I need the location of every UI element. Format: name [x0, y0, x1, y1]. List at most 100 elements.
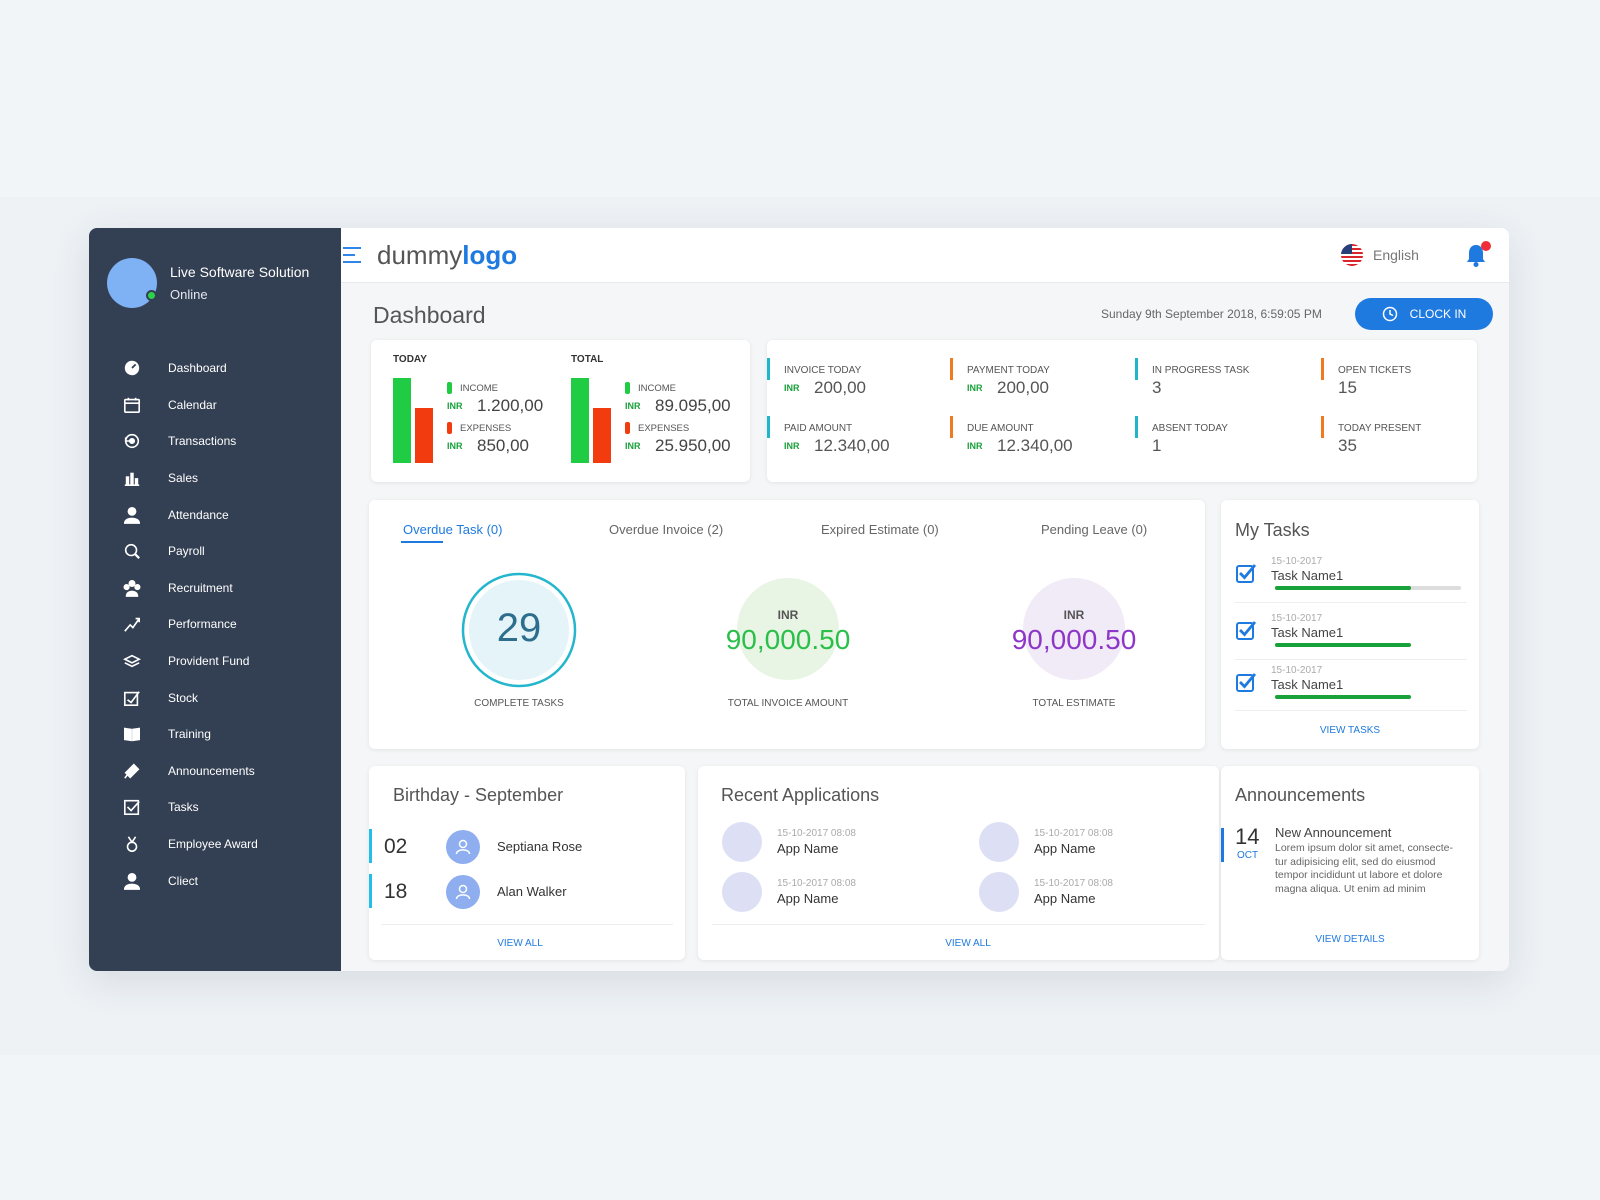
sidebar-item-announcements[interactable]: Announcements	[89, 753, 341, 790]
sidebar-item-label: Calendar	[168, 397, 217, 412]
birthday-name: Septiana Rose	[497, 839, 583, 854]
user-avatar-icon	[446, 875, 480, 909]
stat-absent-today: ABSENT TODAY 1	[1135, 416, 1305, 456]
clock-in-label: CLOCK IN	[1409, 307, 1467, 321]
view-details-link[interactable]: VIEW DETAILS	[1315, 934, 1385, 945]
task-progress	[1275, 586, 1461, 590]
currency-label: INR	[447, 441, 463, 451]
application-item[interactable]: 15-10-2017 08:08 App Name	[979, 872, 1199, 916]
total-income-value: 89.095,00	[655, 396, 731, 415]
sidebar: Live Software Solution Online Dashboard …	[89, 228, 341, 971]
today-expenses-value: 850,00	[477, 436, 529, 455]
recent-view-all-link[interactable]: VIEW ALL	[945, 938, 991, 949]
user-avatar-icon	[446, 830, 480, 864]
stat-label: IN PROGRESS TASK	[1152, 365, 1250, 376]
checkbox-checked-icon[interactable]	[1235, 619, 1257, 641]
checkbox-checked-icon[interactable]	[1235, 671, 1257, 693]
application-item[interactable]: 15-10-2017 08:08 App Name	[979, 822, 1199, 866]
transactions-icon	[121, 430, 143, 452]
sidebar-item-client[interactable]: Cliect	[89, 862, 341, 899]
checkbox-checked-icon[interactable]	[1235, 562, 1257, 584]
currency-label: INR	[625, 441, 641, 451]
currency-label: INR	[784, 383, 800, 393]
attendance-icon	[121, 504, 143, 526]
tab-overdue-invoice[interactable]: Overdue Invoice (2)	[609, 522, 724, 537]
announcements-card: Announcements 14 OCT New Announcement Lo…	[1221, 766, 1479, 960]
active-tab-indicator	[401, 541, 443, 543]
stat-value: 3	[1152, 378, 1162, 397]
stats-card: INVOICE TODAY INR 200,00 PAYMENT TODAY INR 20…	[767, 340, 1477, 482]
tab-pending-leave[interactable]: Pending Leave (0)	[1041, 522, 1148, 537]
sidebar-item-dashboard[interactable]: Dashboard	[89, 350, 341, 387]
sidebar-item-label: Cliect	[168, 873, 199, 888]
invoice-total-value: 90,000.50	[725, 624, 851, 655]
dashboard-icon	[121, 357, 143, 379]
sidebar-item-provident-fund[interactable]: Provident Fund	[89, 643, 341, 680]
my-tasks-title: My Tasks	[1235, 520, 1310, 540]
logo[interactable]: dummylogo	[377, 240, 518, 270]
divider	[1235, 602, 1467, 603]
stat-value: 200,00	[814, 378, 866, 397]
stat-label: PAID AMOUNT	[784, 423, 853, 434]
hamburger-menu-icon[interactable]	[343, 247, 361, 268]
sidebar-item-label: Provident Fund	[168, 654, 250, 669]
stat-invoice-today: INVOICE TODAY INR 200,00	[767, 358, 937, 398]
birthday-title: Birthday - September	[393, 785, 564, 805]
tab-overdue-task[interactable]: Overdue Task (0)	[403, 522, 503, 537]
birthday-row[interactable]: 02 Septiana Rose	[369, 829, 685, 864]
birthday-name: Alan Walker	[497, 884, 567, 899]
application-name: App Name	[777, 841, 839, 856]
view-tasks-link[interactable]: VIEW TASKS	[1319, 725, 1381, 736]
tab-expired-estimate[interactable]: Expired Estimate (0)	[821, 522, 939, 537]
app-avatar	[722, 872, 762, 912]
clock-in-button[interactable]: CLOCK IN	[1355, 298, 1493, 330]
stock-icon	[121, 687, 143, 709]
sidebar-item-transactions[interactable]: Transactions	[89, 423, 341, 460]
online-status-dot	[146, 290, 157, 301]
birthday-view-all-link[interactable]: VIEW ALL	[497, 938, 543, 949]
stat-paid-amount: PAID AMOUNT INR 12.340,00	[767, 416, 937, 456]
notification-badge	[1481, 241, 1491, 251]
birthday-day: 18	[384, 880, 408, 903]
total-expenses-value: 25.950,00	[655, 436, 731, 455]
today-block: TODAY INCOME INR 1.200,00 EXPENSES INR 850…	[393, 354, 543, 463]
sidebar-item-recruitment[interactable]: Recruitment	[89, 570, 341, 607]
task-name: Task Name1	[1271, 568, 1344, 583]
recent-applications-card: Recent Applications 15-10-2017 08:08 App…	[698, 766, 1219, 960]
expenses-label: EXPENSES	[460, 422, 512, 434]
app-avatar	[979, 872, 1019, 912]
stat-value: 15	[1338, 378, 1357, 397]
sidebar-item-stock[interactable]: Stock	[89, 679, 341, 716]
birthday-day: 02	[384, 835, 408, 858]
sidebar-item-calendar[interactable]: Calendar	[89, 387, 341, 424]
sidebar-item-attendance[interactable]: Attendance	[89, 496, 341, 533]
language-selector[interactable]: English	[1341, 244, 1419, 266]
announcement-text: Lorem ipsum dolor sit amet, consecte-tur…	[1275, 842, 1453, 895]
training-icon	[121, 723, 143, 745]
stat-in-progress-task: IN PROGRESS TASK 3	[1135, 358, 1305, 398]
sidebar-item-sales[interactable]: Sales	[89, 460, 341, 497]
avatar	[107, 258, 157, 308]
invoice-circle	[737, 578, 839, 680]
sidebar-item-performance[interactable]: Performance	[89, 606, 341, 643]
application-date: 15-10-2017 08:08	[777, 828, 856, 839]
finance-summary-card: TODAY INCOME INR 1.200,00 EXPENSES INR 850…	[371, 340, 750, 482]
stat-due-amount: DUE AMOUNT INR 12.340,00	[950, 416, 1120, 456]
sidebar-item-label: Sales	[168, 471, 199, 486]
app-avatar	[979, 822, 1019, 862]
language-label: English	[1373, 247, 1419, 263]
notification-bell-icon[interactable]	[1465, 241, 1491, 267]
application-item[interactable]: 15-10-2017 08:08 App Name	[722, 822, 942, 866]
task-date: 15-10-2017	[1271, 556, 1323, 567]
announcement-title[interactable]: New Announcement	[1275, 825, 1392, 840]
divider	[1235, 659, 1467, 660]
sidebar-item-payroll[interactable]: Payroll	[89, 533, 341, 570]
sidebar-item-training[interactable]: Training	[89, 716, 341, 753]
announcements-title: Announcements	[1235, 785, 1366, 805]
sidebar-item-employee-award[interactable]: Employee Award	[89, 826, 341, 863]
application-item[interactable]: 15-10-2017 08:08 App Name	[722, 872, 942, 916]
birthday-row[interactable]: 18 Alan Walker	[369, 874, 685, 909]
sidebar-item-tasks[interactable]: Tasks	[89, 789, 341, 826]
estimate-caption: TOTAL ESTIMATE	[1032, 698, 1116, 709]
profile[interactable]: Live Software Solution Online	[107, 258, 309, 308]
